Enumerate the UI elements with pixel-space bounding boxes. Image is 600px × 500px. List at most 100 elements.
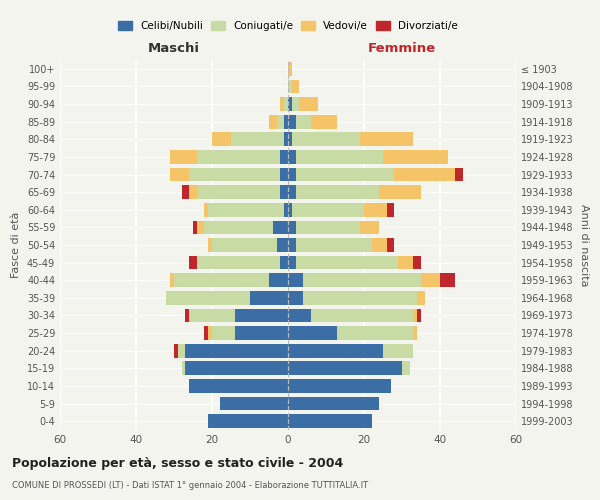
Bar [292,80,299,94]
Bar [170,150,197,164]
Y-axis label: Anni di nascita: Anni di nascita [579,204,589,286]
Bar [311,115,337,128]
Bar [288,80,292,94]
Bar [250,291,288,304]
Bar [296,256,398,270]
Bar [303,291,417,304]
Bar [288,97,292,111]
Bar [398,256,413,270]
Bar [379,186,421,199]
Bar [413,256,421,270]
Bar [296,220,360,234]
Bar [284,97,288,111]
Bar [231,132,284,146]
Bar [288,326,337,340]
Bar [269,274,288,287]
Bar [371,238,387,252]
Bar [288,115,296,128]
Bar [185,344,288,358]
Bar [178,344,185,358]
Bar [220,396,288,410]
Bar [413,308,417,322]
Bar [288,414,371,428]
Bar [288,220,296,234]
Bar [182,362,185,375]
Bar [189,256,197,270]
Bar [189,168,280,181]
Bar [170,168,189,181]
Bar [193,220,197,234]
Bar [189,186,197,199]
Bar [284,132,288,146]
Bar [296,238,371,252]
Text: COMUNE DI PROSSEDI (LT) - Dati ISTAT 1° gennaio 2004 - Elaborazione TUTTITALIA.I: COMUNE DI PROSSEDI (LT) - Dati ISTAT 1° … [12,481,368,490]
Bar [280,97,284,111]
Bar [288,362,402,375]
Bar [185,308,189,322]
Legend: Celibi/Nubili, Coniugati/e, Vedovi/e, Divorziati/e: Celibi/Nubili, Coniugati/e, Vedovi/e, Di… [114,17,462,36]
Bar [166,291,250,304]
Bar [383,344,413,358]
Bar [417,291,425,304]
Bar [288,396,379,410]
Bar [292,97,299,111]
Bar [273,220,288,234]
Bar [280,168,288,181]
Bar [235,326,288,340]
Bar [364,203,387,216]
Text: Popolazione per età, sesso e stato civile - 2004: Popolazione per età, sesso e stato civil… [12,458,343,470]
Bar [208,238,212,252]
Bar [383,150,448,164]
Text: Maschi: Maschi [148,42,200,54]
Bar [360,220,379,234]
Bar [288,256,296,270]
Bar [280,186,288,199]
Bar [182,186,189,199]
Y-axis label: Fasce di età: Fasce di età [11,212,21,278]
Bar [288,150,296,164]
Bar [394,168,455,181]
Bar [277,115,284,128]
Bar [212,326,235,340]
Bar [197,220,205,234]
Bar [212,132,231,146]
Bar [288,308,311,322]
Bar [185,362,288,375]
Bar [417,308,421,322]
Bar [170,274,174,287]
Bar [284,203,288,216]
Bar [208,203,284,216]
Bar [288,291,303,304]
Bar [413,326,417,340]
Bar [299,97,319,111]
Bar [288,238,296,252]
Bar [197,150,280,164]
Bar [296,186,379,199]
Bar [296,150,383,164]
Bar [174,274,269,287]
Bar [296,115,311,128]
Bar [208,414,288,428]
Bar [284,115,288,128]
Bar [205,203,208,216]
Bar [387,203,394,216]
Bar [288,168,296,181]
Bar [288,62,292,76]
Bar [197,186,280,199]
Bar [360,132,413,146]
Bar [440,274,455,287]
Bar [303,274,421,287]
Bar [205,326,208,340]
Bar [208,326,212,340]
Bar [288,274,303,287]
Bar [174,344,178,358]
Bar [189,379,288,393]
Bar [288,344,383,358]
Bar [311,308,413,322]
Bar [421,274,440,287]
Bar [387,238,394,252]
Bar [455,168,463,181]
Bar [277,238,288,252]
Bar [288,379,391,393]
Bar [337,326,413,340]
